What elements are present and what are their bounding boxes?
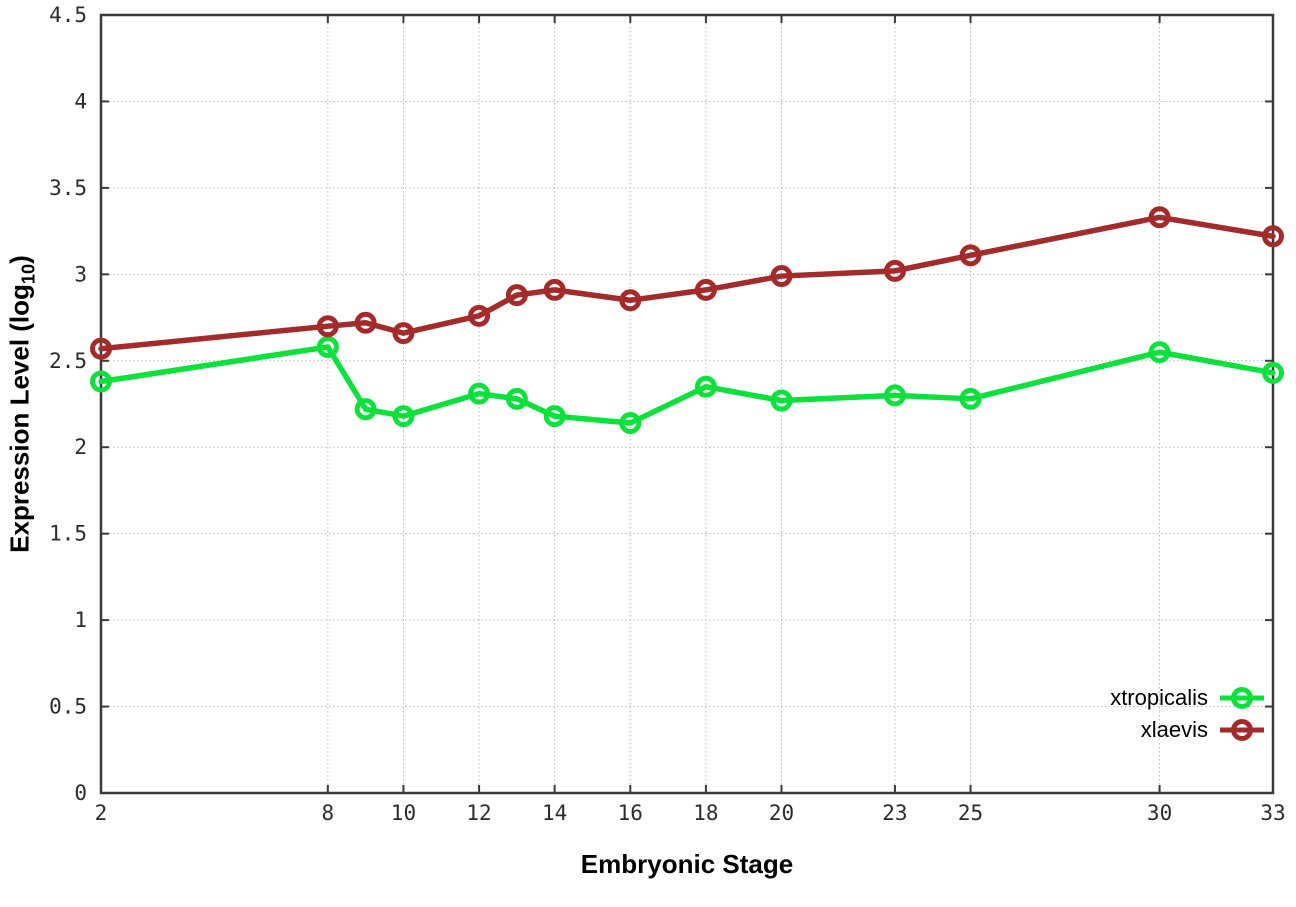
data-point-xtropicalis [770,389,793,412]
data-point-xtropicalis [1148,341,1171,364]
data-point-xlaevis [694,278,717,301]
x-tick-label: 14 [542,801,567,825]
y-tick-label: 1.5 [49,522,87,546]
y-axis-label: Expression Level (log10) [4,255,39,553]
y-tick-label: 3 [74,262,87,286]
data-point-xlaevis [316,315,339,338]
y-tick-label: 0 [74,781,87,805]
y-axis-label-suffix: ) [4,255,35,264]
data-point-xlaevis [1262,225,1284,248]
data-point-xlaevis [468,304,491,327]
data-point-xlaevis [543,278,566,301]
y-tick-label: 4.5 [49,3,87,27]
series-line-xtropicalis [98,344,1276,426]
legend: xtropicalis xlaevis [1110,683,1266,745]
data-point-xlaevis [90,337,112,360]
y-tick-label: 2 [74,435,87,459]
data-point-xlaevis [883,259,906,282]
x-tick-label: 18 [693,801,718,825]
legend-item-xlaevis: xlaevis [1141,715,1266,745]
x-tick-label: 12 [466,801,491,825]
data-point-xtropicalis [694,375,717,398]
x-tick-label: 33 [1260,801,1285,825]
data-point-xtropicalis [392,405,415,428]
data-point-xtropicalis [883,384,906,407]
data-point-xtropicalis [316,335,339,358]
data-point-xlaevis [392,322,415,345]
x-axis-label: Embryonic Stage [580,849,794,879]
x-tick-label: 25 [958,801,983,825]
data-point-xtropicalis [354,398,377,421]
x-tick-label: 20 [769,801,794,825]
legend-marker-xtropicalis [1220,687,1264,709]
data-point-xlaevis [619,289,642,312]
data-point-xtropicalis [959,387,982,410]
x-tick-label: 10 [391,801,416,825]
y-axis-label-text: Expression Level (log [4,284,35,553]
x-tick-label: 8 [322,801,335,825]
y-tick-label: 1 [74,608,87,632]
plot-border [99,13,1275,795]
data-point-xtropicalis [1262,361,1284,384]
legend-item-xtropicalis: xtropicalis [1110,683,1266,713]
data-point-xlaevis [770,265,793,288]
legend-label-xtropicalis: xtropicalis [1110,685,1208,710]
legend-marker-xlaevis [1220,719,1264,741]
data-point-xtropicalis [543,405,566,428]
y-axis-label-subscript: 10 [18,263,39,285]
y-tick-label: 0.5 [49,695,87,719]
data-point-xlaevis [959,244,982,267]
data-point-xtropicalis [468,382,491,405]
y-tick-label: 4 [74,89,87,113]
x-tick-label: 16 [618,801,643,825]
data-point-xtropicalis [90,370,112,393]
data-point-xlaevis [1148,206,1171,229]
data-point-xtropicalis [505,387,528,410]
data-point-xlaevis [354,311,377,334]
x-tick-label: 30 [1147,801,1172,825]
y-tick-label: 3.5 [49,176,87,200]
legend-label-xlaevis: xlaevis [1140,717,1208,742]
series-line-xlaevis [98,214,1276,352]
x-tick-label: 23 [882,801,907,825]
y-tick-label: 2.5 [49,349,87,373]
data-point-xlaevis [505,284,528,307]
data-point-xtropicalis [619,412,642,435]
x-tick-label: 2 [95,801,108,825]
